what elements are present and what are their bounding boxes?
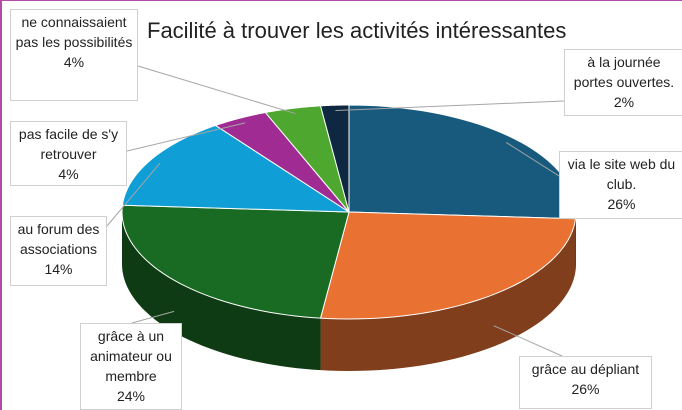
- category-label: au forum des associations: [14, 219, 103, 259]
- value-label: 4%: [14, 52, 134, 72]
- pie-slice: [349, 105, 576, 219]
- value-label: 4%: [14, 164, 123, 184]
- value-label: 14%: [14, 259, 103, 279]
- category-label: à la journée portes ouvertes.: [568, 52, 680, 92]
- category-label: pas facile de s'y retrouver: [14, 124, 123, 164]
- leader-line: [138, 66, 295, 114]
- chart-title: Facilité à trouver les activités intéres…: [147, 18, 566, 44]
- value-label: 2%: [568, 92, 680, 112]
- category-label: grâce à un animateur ou membre: [84, 326, 178, 386]
- value-label: 24%: [84, 386, 178, 406]
- value-label: 26%: [563, 194, 680, 214]
- category-label: ne connaissaient pas les possibilités: [14, 12, 134, 52]
- data-label: à la journée portes ouvertes.2%: [564, 49, 682, 116]
- slice-tops: [122, 105, 576, 319]
- category-label: via le site web du club.: [563, 154, 680, 194]
- data-label: via le site web du club.26%: [559, 151, 682, 219]
- category-label: grâce au dépliant: [523, 359, 648, 379]
- value-label: 26%: [523, 379, 648, 399]
